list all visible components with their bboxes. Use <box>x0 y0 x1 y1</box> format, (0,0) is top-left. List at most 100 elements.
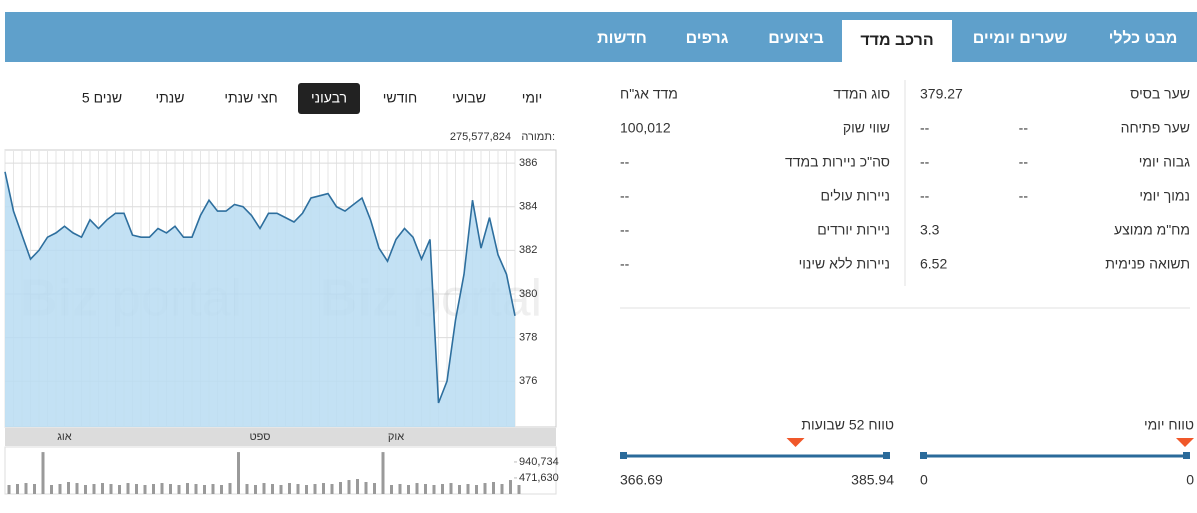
period-button[interactable]: שבועי <box>452 90 486 106</box>
volume-bar <box>339 482 342 494</box>
period-button[interactable]: חודשי <box>383 90 417 106</box>
stat-label: גבוה יומי <box>1139 154 1190 170</box>
volume-bar <box>160 483 164 494</box>
stat-value: -- <box>620 188 630 204</box>
stat-value: -- <box>620 256 630 272</box>
tab-bar <box>5 12 1197 62</box>
volume-bar <box>356 479 359 494</box>
volume-bar <box>475 485 478 494</box>
volume-bar <box>517 485 521 494</box>
volume-bar <box>441 484 444 494</box>
range-marker <box>786 438 805 447</box>
volume-bar <box>347 480 351 494</box>
stat-value: 6.52 <box>920 256 947 272</box>
tab[interactable]: מבט כללי <box>1109 29 1178 47</box>
price-line <box>4 171 516 404</box>
stat-label: נמוך יומי <box>1139 188 1190 204</box>
stat-label: ניירות יורדים <box>817 222 890 238</box>
volume-bar <box>398 484 402 494</box>
volume-bar <box>424 484 427 494</box>
volume-bar <box>75 483 79 494</box>
y-tick-label: 384 <box>519 201 537 213</box>
volume-bar <box>483 483 487 494</box>
volume-bar <box>203 485 206 494</box>
stat-label: שער בסיס <box>1130 86 1190 102</box>
x-tick-label: אוק <box>388 431 404 443</box>
volume-bar <box>279 485 283 494</box>
stat-label: שער פתיחה <box>1121 120 1190 136</box>
volume-bar <box>211 484 215 494</box>
turnover-label: תמורה: <box>521 131 555 143</box>
volume-bar <box>67 482 70 494</box>
stat-value: -- <box>920 154 930 170</box>
volume-bar <box>500 484 504 494</box>
tab[interactable]: חדשות <box>597 30 647 47</box>
volume-bar <box>254 485 257 494</box>
volume-bar <box>390 485 393 494</box>
volume-bar <box>58 484 62 494</box>
period-button[interactable]: יומי <box>522 90 543 106</box>
stat-label: שווי שוק <box>843 120 890 136</box>
volume-bar <box>373 483 376 494</box>
x-tick-label: ספט <box>250 431 271 443</box>
y-tick-label: 380 <box>519 288 537 300</box>
volume-bar <box>33 484 36 494</box>
volume-bar <box>169 484 172 494</box>
period-button[interactable]: רבעוני <box>311 90 347 106</box>
volume-bar <box>152 484 155 494</box>
volume-bar <box>220 485 223 494</box>
volume-bar <box>186 483 189 494</box>
range-end <box>620 452 627 459</box>
stat-label: סה"כ ניירות במדד <box>785 154 890 170</box>
x-tick-label: אוג <box>57 431 72 443</box>
stat-value: 379.27 <box>920 86 963 102</box>
volume-bar <box>177 485 181 494</box>
range-label: טווח 52 שבועות <box>801 417 894 433</box>
volume-bar <box>509 480 512 494</box>
volume-bar <box>101 483 104 494</box>
volume-bar <box>92 484 96 494</box>
stat-label: מח"מ ממוצע <box>1114 222 1190 238</box>
period-button[interactable]: חצי שנתי <box>224 90 277 106</box>
range-end <box>883 452 890 459</box>
stat-label: ניירות עולים <box>821 188 890 204</box>
tab[interactable]: שערים יומיים <box>973 30 1068 47</box>
volume-bar <box>466 484 470 494</box>
volume-bar <box>118 485 121 494</box>
volume-bar <box>237 452 240 494</box>
tab[interactable]: גרפים <box>686 30 729 47</box>
stat-value: -- <box>920 188 930 204</box>
stat-value: -- <box>620 222 630 238</box>
period-button[interactable]: 5 שנים <box>82 90 122 106</box>
volume-bar <box>458 485 461 494</box>
volume-bar <box>313 484 317 494</box>
y-tick-label: 378 <box>519 331 537 343</box>
volume-bar <box>84 485 87 494</box>
volume-bar <box>364 482 368 494</box>
volume-bar <box>381 452 385 494</box>
volume-bar <box>415 483 419 494</box>
volume-bar <box>109 484 113 494</box>
stat-value: 100,012 <box>620 120 671 136</box>
y-tick-label: 386 <box>519 157 537 169</box>
volume-bar <box>143 485 147 494</box>
volume-bar <box>228 483 232 494</box>
stat-value: -- <box>1019 120 1029 136</box>
volume-bar <box>24 483 28 494</box>
volume-bar <box>296 484 300 494</box>
stat-value: -- <box>1019 188 1029 204</box>
period-button[interactable]: שנתי <box>156 90 185 106</box>
tab[interactable]: ביצועים <box>768 30 824 47</box>
volume-bar <box>271 484 274 494</box>
range-high: 0 <box>1186 472 1194 488</box>
volume-bar <box>330 484 334 494</box>
range-low: 366.69 <box>620 472 663 488</box>
volume-bar <box>50 485 53 494</box>
volume-bar <box>135 484 138 494</box>
tab[interactable]: הרכב מדד <box>860 32 933 49</box>
stat-label: ניירות ללא שינוי <box>799 256 890 272</box>
volume-bar <box>322 483 325 494</box>
volume-bar <box>16 484 19 494</box>
